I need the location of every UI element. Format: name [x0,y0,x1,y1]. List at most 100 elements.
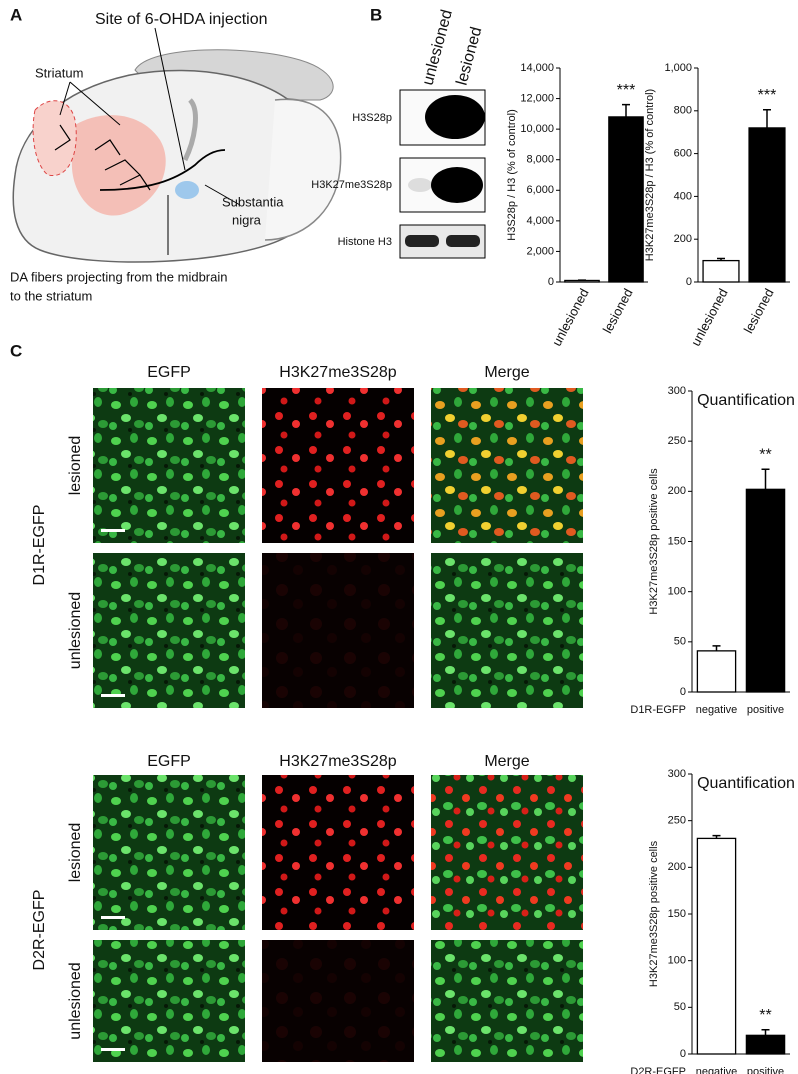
scale-bar [101,529,125,532]
x-tick-label: positive [747,1066,784,1074]
row-label: unlesioned [67,962,84,1039]
x-tick-label: unlesioned [549,286,592,349]
charts: 0 2,000 4,000 6,000 8,000 10,000 12,000 14,000 H… [506,62,795,1074]
brain-diagram [12,27,342,263]
y-tick-label: 200 [668,485,686,497]
micrograph [262,775,414,930]
x-tick-label: negative [696,1066,738,1074]
y-tick-label: 100 [668,955,686,967]
error-bar [717,257,725,261]
y-tick-label: 100 [668,586,686,598]
y-tick-label: 4,000 [526,215,554,227]
micrograph [93,940,245,1062]
chart-title: Quantification [697,392,795,409]
blot-row-label: H3K27me3S28p [311,179,392,191]
x-tick-label: positive [747,704,784,716]
column-label: Merge [484,753,529,770]
column-label: Merge [484,364,529,381]
chart-title: Quantification [697,775,795,792]
y-tick-label: 2,000 [526,245,554,257]
x-tick-label: unlesioned [688,286,731,349]
row-label: lesioned [67,436,84,496]
bar [696,650,737,693]
y-tick-label: 6,000 [526,184,554,196]
panel-label: B [370,5,382,24]
y-tick-label: 50 [674,636,686,648]
significance: *** [617,82,636,99]
diagram-label: Substantia [222,194,284,209]
error-bar [712,834,721,839]
x-axis-label: D1R-EGFP [630,704,686,716]
error-bar [761,468,770,490]
diagram-label: Striatum [35,65,83,80]
micrograph [93,388,245,543]
column-label: H3K27me3S28p [279,364,397,381]
y-tick-label: 8,000 [526,154,554,166]
y-tick-label: 50 [674,1001,686,1013]
column-label: EGFP [147,753,191,770]
row-label: lesioned [67,823,84,883]
diagram-label: nigra [232,212,262,227]
diagram-label: to the striatum [10,288,92,303]
panel-label: C [10,341,22,360]
blot-row-label: Histone H3 [338,236,392,248]
x-tick-label: lesioned [600,286,636,336]
y-axis-label: H3K27me3S28p positive cells [648,840,660,987]
blot-column-label: lesioned [454,25,486,87]
column-label: EGFP [147,364,191,381]
y-axis-label: H3K27me3S28p / H3 (% of control) [644,89,656,261]
scale-bar [101,916,125,919]
y-tick-label: 0 [686,276,692,288]
panel-label: A [10,5,22,24]
y-tick-label: 150 [668,908,686,920]
significance: *** [758,87,777,104]
y-tick-label: 250 [668,815,686,827]
y-axis-label: H3S28p / H3 (% of control) [506,109,518,240]
bar [702,259,740,283]
diagram-label: Site of 6-OHDA injection [95,11,268,28]
y-tick-label: 600 [674,148,692,160]
error-bar [622,103,630,117]
y-tick-label: 400 [674,190,692,202]
bar [748,127,786,283]
blot [399,89,486,259]
micrographs: D1R-EGFP EGFP H3K27me3S28p Merge lesioned unl… [31,364,583,1062]
micrograph [93,775,245,930]
micrograph [431,775,583,930]
diagram-label: DA fibers projecting from the midbrain [10,269,227,284]
bar [608,116,644,283]
y-tick-label: 800 [674,105,692,117]
y-tick-label: 0 [548,276,554,288]
bar [745,1034,786,1055]
micrograph [262,940,414,1062]
group-label: D1R-EGFP [31,505,48,586]
significance: ** [759,1007,771,1024]
significance: ** [759,446,771,463]
group-label: D2R-EGFP [31,890,48,971]
micrograph [431,940,583,1062]
x-tick-label: lesioned [741,286,777,336]
blot-column-label: unlesioned [420,8,456,87]
error-bar [761,1028,770,1036]
y-tick-label: 0 [680,1048,686,1060]
micrograph [93,553,245,708]
x-axis-label: D2R-EGFP [630,1066,686,1074]
y-tick-label: 14,000 [520,62,554,74]
y-tick-label: 150 [668,535,686,547]
bar [745,488,786,693]
y-tick-label: 200 [674,233,692,245]
row-label: unlesioned [67,592,84,669]
y-tick-label: 250 [668,435,686,447]
y-tick-label: 10,000 [520,123,554,135]
scale-bar [101,1048,125,1051]
y-tick-label: 300 [668,385,686,397]
micrograph [262,388,414,543]
y-axis-label: H3K27me3S28p positive cells [648,468,660,615]
y-tick-label: 300 [668,768,686,780]
y-tick-label: 0 [680,686,686,698]
error-bar [712,645,721,651]
x-tick-label: negative [696,704,738,716]
micrograph [431,553,583,708]
y-tick-label: 1,000 [664,62,692,74]
